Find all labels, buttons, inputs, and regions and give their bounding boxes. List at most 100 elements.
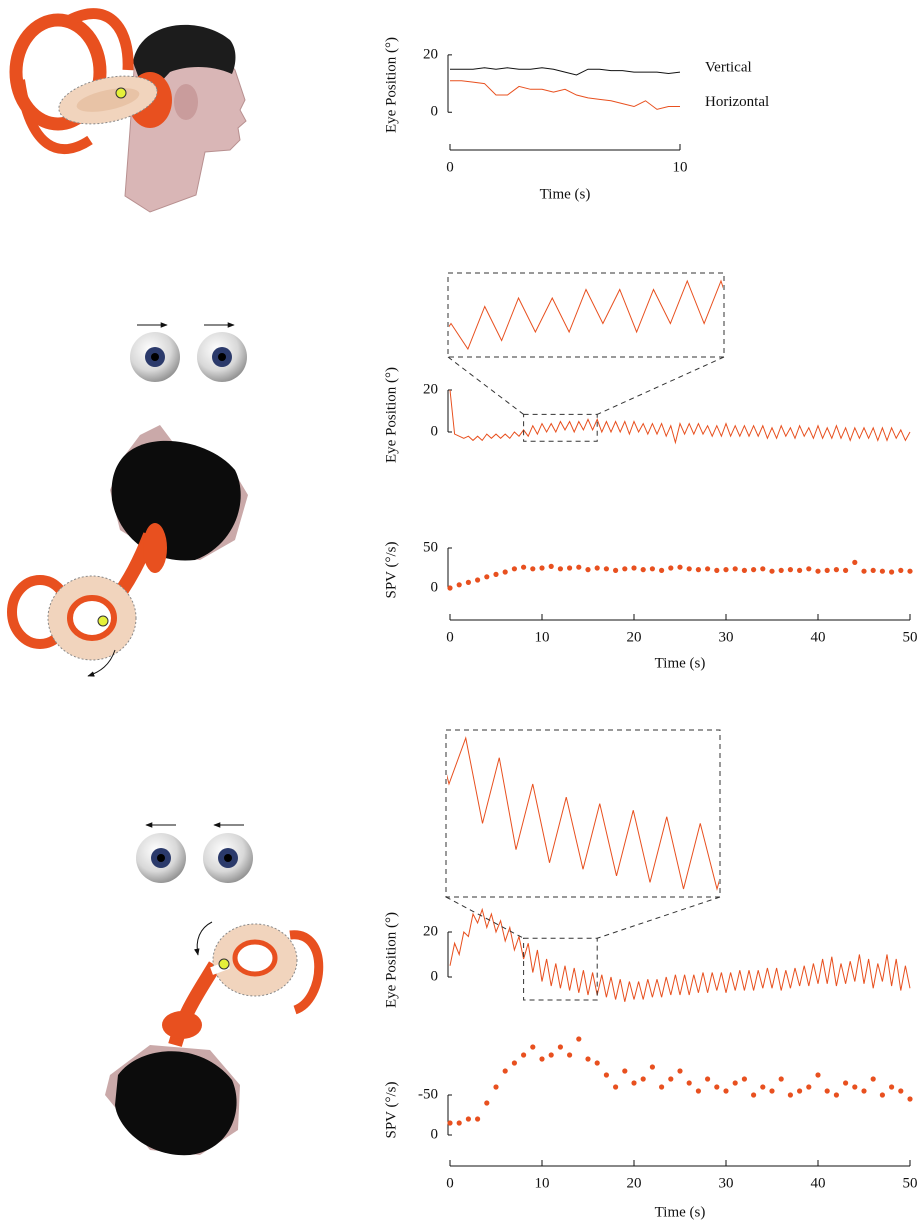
spv-point [511,566,517,572]
spv-point [769,568,775,574]
spv-point [714,567,720,574]
spv-point [594,1060,600,1066]
spv-point [613,567,619,574]
spv-point [870,1076,876,1082]
spv-point [833,1092,840,1098]
spv-point [870,567,876,574]
spv-point [741,1076,748,1082]
spv-point [732,566,738,572]
spv-point [815,568,821,574]
spv-point [640,1076,646,1082]
spv-point [797,567,803,574]
zoom-connector [447,356,524,415]
spv-point [889,1084,895,1090]
spv-point [567,565,573,571]
y-axis-label: Eye Position (°) [383,37,399,133]
x-tick-label: 10 [673,159,688,175]
series-label: Horizontal [705,94,769,110]
y-axis-label: SPV (°/s) [383,1082,399,1139]
spv-point [677,1068,683,1074]
spv-point [447,1120,453,1126]
x-axis-label: Time (s) [655,655,706,671]
spv-point [585,567,591,573]
spv-point [603,566,610,572]
spv-point [511,1060,517,1066]
zoom-connector [596,356,725,415]
spv-point [686,1080,692,1086]
spv-point [631,565,637,571]
x-tick-label: 0 [446,1175,454,1191]
spv-point [751,567,757,573]
spv-point [539,1056,545,1062]
zoom-box [523,937,598,1001]
inset-box [445,729,721,898]
spv-point [797,1088,803,1094]
spv-point [879,1092,886,1098]
spv-point [447,585,453,591]
spv-point [530,1044,536,1050]
spv-point [907,1096,913,1102]
spv-point [898,1088,904,1094]
spv-point [622,566,628,572]
spv-point [760,1084,766,1090]
x-tick-label: 50 [903,1175,917,1191]
spv-point [907,568,913,574]
spv-point [714,1084,720,1090]
spv-point [576,1036,582,1042]
y-tick-label: 0 [431,579,439,595]
inset-box [447,272,725,358]
spv-point [456,1120,462,1126]
y-tick-label: 0 [431,423,439,439]
spv-point [751,1092,757,1098]
spv-point [787,1092,794,1098]
spv-point [843,1080,849,1086]
spv-point [502,1068,508,1074]
spv-point [824,567,830,574]
x-tick-label: 10 [535,629,550,645]
y-axis-label: Eye Position (°) [383,367,399,463]
x-axis-label: Time (s) [540,186,591,202]
y-tick-label: 0 [431,968,439,984]
spv-point [705,566,711,572]
spv-point [576,564,582,570]
head-illustration-a [9,8,247,213]
spv-point [815,1072,821,1078]
spv-point [695,1088,702,1094]
y-tick-label: 20 [423,46,438,62]
spv-point [824,1088,830,1094]
x-tick-label: 30 [719,629,734,645]
spv-point [465,579,471,586]
head-illustration-b [7,425,248,677]
zoom-box [523,413,598,442]
spv-point [843,567,849,574]
spv-point [475,1116,481,1122]
spv-point [668,1076,674,1082]
x-tick-label: 40 [811,629,826,645]
spv-point [649,1064,656,1070]
spv-point [778,1076,784,1082]
eyes-illustration-c [136,822,253,883]
series-line [450,67,681,76]
spv-point [833,567,840,573]
y-tick-label: 0 [431,1126,439,1142]
spv-point [548,1052,554,1058]
spv-point [539,565,545,571]
spv-point [898,567,904,574]
x-tick-label: 20 [627,629,642,645]
spv-point [640,567,646,573]
zoom-connector [597,896,721,939]
spv-point [852,1084,858,1090]
spv-point [769,1088,775,1094]
y-tick-label: 20 [423,381,438,397]
spv-point [530,566,536,572]
x-axis-label: Time (s) [655,1204,706,1220]
y-tick-label: 20 [423,923,438,939]
spv-point [879,568,886,574]
spv-point [567,1052,573,1058]
spv-point [475,577,481,583]
series-line [449,389,911,445]
spv-point [668,565,674,571]
spv-point [659,1084,665,1090]
spv-point [806,1084,812,1090]
x-tick-label: 40 [811,1175,826,1191]
